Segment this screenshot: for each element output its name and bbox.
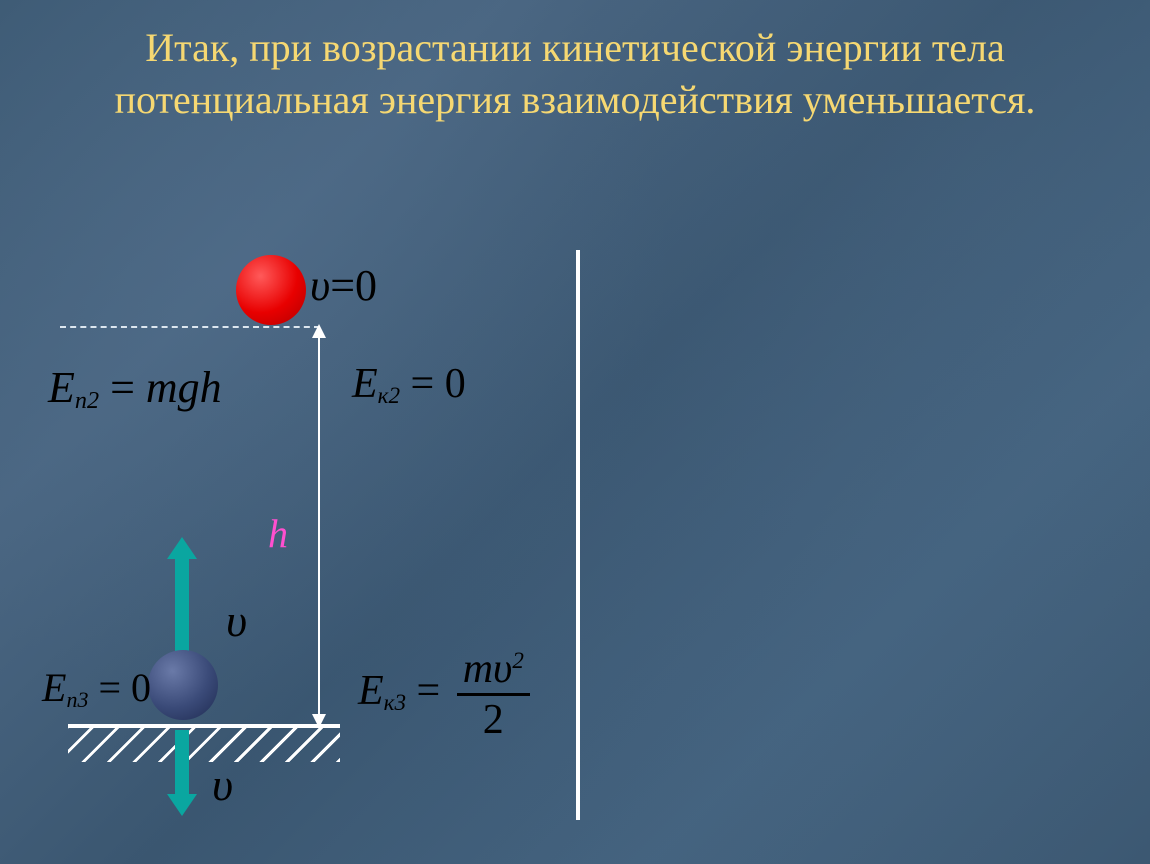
formula-ek3: Eк3 = mυ2 2 [358, 648, 530, 741]
symbol-upsilon: υ [310, 261, 330, 310]
den-2: 2 [457, 693, 530, 741]
equals: = [99, 363, 146, 412]
eq-zero: =0 [330, 261, 377, 310]
E: E [48, 363, 75, 412]
velocity-arrow-up [175, 555, 189, 665]
ground [68, 724, 340, 762]
formula-v-bottom: υ [212, 758, 233, 811]
m: m [463, 646, 493, 692]
symbol-upsilon: υ [212, 759, 233, 810]
mgh: mgh [146, 363, 222, 412]
ground-hatch [68, 728, 340, 762]
height-dash-line [60, 326, 320, 328]
symbol-upsilon: υ [226, 595, 247, 646]
height-arrow [318, 326, 320, 726]
height-label: h [268, 510, 288, 557]
ball-bottom [148, 650, 218, 720]
zero: 0 [445, 361, 466, 407]
E: E [352, 361, 378, 407]
formula-ep3: Eп3 = 0 [42, 664, 151, 713]
formula-ek2: Eк2 = 0 [352, 360, 466, 409]
equals: = [400, 361, 445, 407]
E: E [42, 665, 66, 710]
formula-v-equals-zero: υ=0 [310, 260, 377, 311]
sq: 2 [512, 647, 524, 673]
zero: 0 [131, 665, 151, 710]
fraction: mυ2 2 [457, 648, 530, 741]
E: E [358, 668, 384, 714]
upsilon: υ [493, 646, 512, 692]
formula-v-mid: υ [226, 594, 247, 647]
diagram-stage: h υ=0 Eп2 = mgh Eк2 = 0 υ Eп3 = 0 Eк3 = … [0, 0, 1150, 864]
velocity-arrow-down [175, 730, 189, 798]
sub-p3: п3 [66, 687, 88, 712]
ball-top [236, 255, 306, 325]
equals: = [406, 668, 451, 714]
sub-k3: к3 [384, 689, 406, 715]
sub-k2: к2 [378, 382, 400, 408]
equals: = [88, 665, 131, 710]
sub-p2: п2 [75, 387, 99, 414]
formula-ep2: Eп2 = mgh [48, 362, 222, 415]
